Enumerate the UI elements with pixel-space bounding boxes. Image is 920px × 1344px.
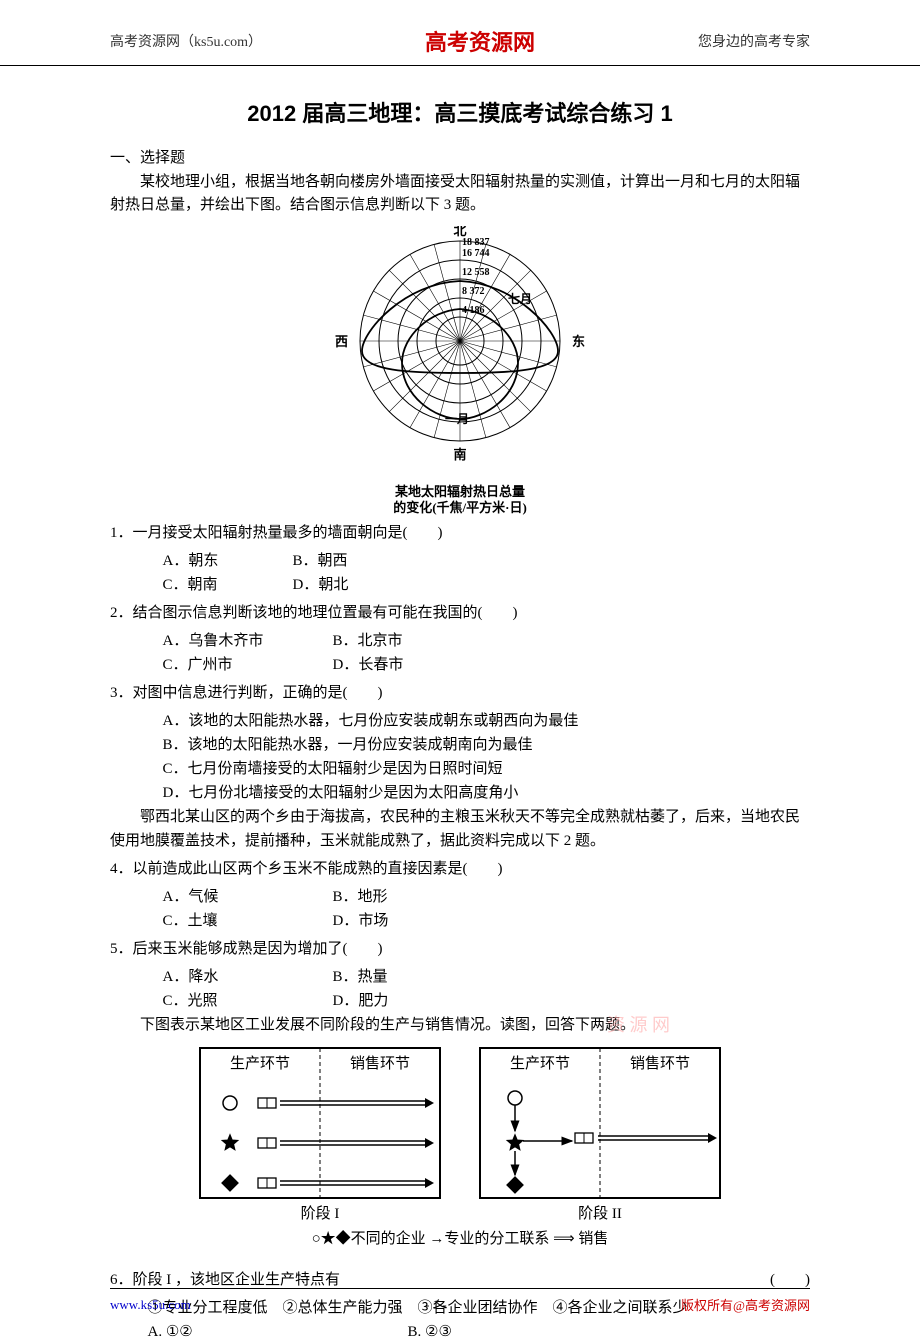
q2-text: 2．结合图示信息判断该地的地理位置最有可能在我国的( ) [110, 601, 810, 625]
chart-caption: 某地太阳辐射热日总量 的变化(千焦/平方米·日) [110, 484, 810, 518]
q4-c: C．土壤 [163, 909, 333, 933]
header-right: 您身边的高考专家 [698, 31, 810, 51]
q2-options: A．乌鲁木齐市B．北京市 C．广州市D．长春市 [110, 629, 810, 677]
svg-text:8 372: 8 372 [462, 286, 485, 297]
q2-d: D．长春市 [333, 653, 503, 677]
svg-text:生产环节: 生产环节 [230, 1055, 290, 1072]
q1-a: A．朝东 [163, 549, 293, 573]
q4-d: D．市场 [333, 909, 503, 933]
q2-a: A．乌鲁木齐市 [163, 629, 333, 653]
content: 2012 届高三地理：高三摸底考试综合练习 1 一、选择题 某校地理小组，根据当… [0, 96, 920, 1344]
watermark: 资 源 网 [607, 1011, 670, 1037]
q3-options: A．该地的太阳能热水器，七月份应安装成朝东或朝西向为最佳 B．该地的太阳能热水器… [110, 709, 810, 805]
q6-a: A. ①② [148, 1320, 408, 1344]
radial-chart: 北南东西18 83716 74412 5588 3724 186七月一月 某地太… [110, 226, 810, 518]
q3-text: 3．对图中信息进行判断，正确的是( ) [110, 681, 810, 705]
header-logo: 高考资源网 [425, 25, 535, 57]
page-footer: www.ks5u.com - 1 - 版权所有@高考资源网 [110, 1288, 810, 1314]
footer-right: 版权所有@高考资源网 [681, 1295, 810, 1314]
svg-text:南: 南 [453, 447, 466, 462]
page-header: 高考资源网（ks5u.com） 高考资源网 您身边的高考专家 [0, 0, 920, 66]
footer-center: - 1 - [425, 1297, 447, 1313]
q1-d: D．朝北 [293, 573, 423, 597]
q6-b: B. ②③ [408, 1320, 668, 1344]
svg-text:阶段 I: 阶段 I [301, 1205, 340, 1222]
q2-b: B．北京市 [333, 629, 503, 653]
q4-b: B．地形 [333, 885, 503, 909]
context-3: 下图表示某地区工业发展不同阶段的生产与销售情况。读图，回答下两题。 [110, 1013, 810, 1037]
q1-b: B．朝西 [293, 549, 423, 573]
caption-l2: 的变化(千焦/平方米·日) [393, 500, 527, 515]
svg-text:东: 东 [572, 334, 585, 349]
q5-c: C．光照 [163, 989, 333, 1013]
svg-text:○★◆不同的企业 →专业的分工联系 ⟹ 销售: ○★◆不同的企业 →专业的分工联系 ⟹ 销售 [312, 1229, 609, 1247]
q3-d: D．七月份北墙接受的太阳辐射少是因为太阳高度角小 [163, 781, 811, 805]
q4-a: A．气候 [163, 885, 333, 909]
svg-text:12 558: 12 558 [462, 267, 490, 278]
svg-text:16 744: 16 744 [462, 248, 490, 259]
q1-c: C．朝南 [163, 573, 293, 597]
svg-text:一月: 一月 [445, 412, 469, 426]
q1-text: 1．一月接受太阳辐射热量最多的墙面朝向是( ) [110, 521, 810, 545]
svg-text:生产环节: 生产环节 [510, 1055, 570, 1072]
context-2: 鄂西北某山区的两个乡由于海拔高，农民种的主粮玉米秋天不等完全成熟就枯萎了，后来，… [110, 805, 810, 853]
svg-text:销售环节: 销售环节 [350, 1055, 410, 1072]
q6-options: A. ①②B. ②③ [110, 1320, 810, 1344]
svg-text:销售环节: 销售环节 [630, 1055, 690, 1072]
q2-c: C．广州市 [163, 653, 333, 677]
svg-text:18 837: 18 837 [462, 237, 490, 248]
q5-a: A．降水 [163, 965, 333, 989]
svg-text:阶段 II: 阶段 II [578, 1205, 622, 1222]
intro-1: 某校地理小组，根据当地各朝向楼房外墙面接受太阳辐射热量的实测值，计算出一月和七月… [110, 171, 810, 218]
stage-diagram: 生产环节 销售环节 生产环节 销售环节阶段 I 阶段 II ○★◆不同的企业 →专业的分工… [110, 1043, 810, 1258]
q4-text: 4．以前造成此山区两个乡玉米不能成熟的直接因素是( ) [110, 857, 810, 881]
page-title: 2012 届高三地理：高三摸底考试综合练习 1 [110, 96, 810, 128]
q5-d: D．肥力 [333, 989, 503, 1013]
footer-left: www.ks5u.com [110, 1297, 191, 1313]
header-left: 高考资源网（ks5u.com） [110, 31, 262, 51]
svg-text:4 186: 4 186 [462, 305, 485, 316]
q5-b: B．热量 [333, 965, 503, 989]
q1-options: A．朝东B．朝西 C．朝南D．朝北 [110, 549, 810, 597]
svg-text:七月: 七月 [508, 292, 532, 306]
svg-text:西: 西 [335, 334, 348, 349]
section-label: 一、选择题 [110, 146, 810, 167]
q5-text: 5．后来玉米能够成熟是因为增加了( ) [110, 937, 810, 961]
q4-options: A．气候B．地形 C．土壤D．市场 [110, 885, 810, 933]
q3-c: C．七月份南墙接受的太阳辐射少是因为日照时间短 [163, 757, 811, 781]
q5-options: A．降水B．热量 C．光照D．肥力 [110, 965, 810, 1013]
q3-a: A．该地的太阳能热水器，七月份应安装成朝东或朝西向为最佳 [163, 709, 811, 733]
q3-b: B．该地的太阳能热水器，一月份应安装成朝南向为最佳 [163, 733, 811, 757]
caption-l1: 某地太阳辐射热日总量 [395, 484, 525, 499]
